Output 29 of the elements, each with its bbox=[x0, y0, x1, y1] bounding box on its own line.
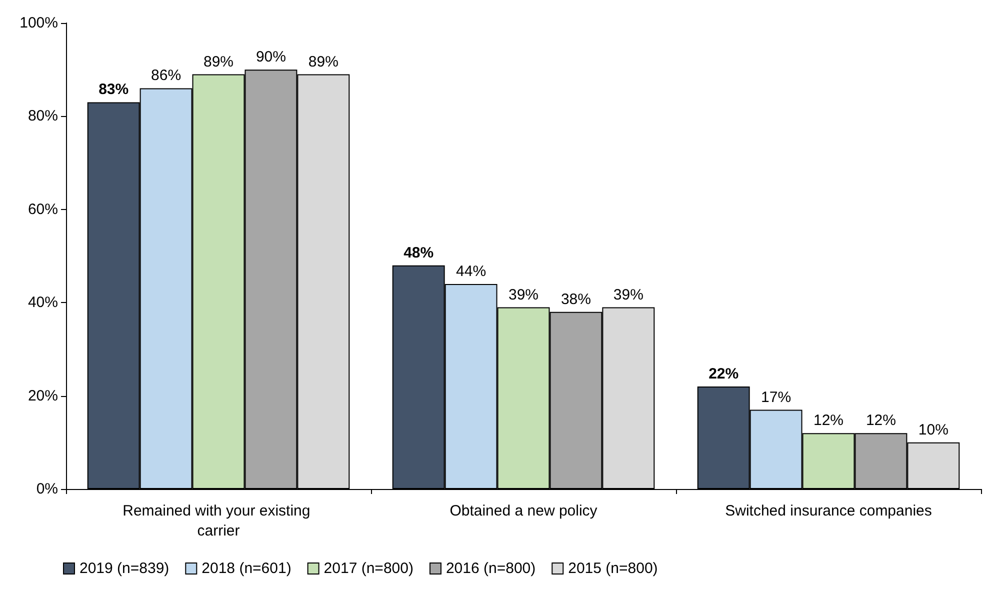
data-label: 12% bbox=[866, 412, 896, 430]
x-tick-label: Remained with your existing carrier bbox=[122, 502, 314, 540]
data-label: 44% bbox=[456, 262, 486, 280]
y-tick-label: 0% bbox=[36, 480, 58, 498]
data-label: 89% bbox=[308, 53, 338, 70]
data-label: 10% bbox=[918, 421, 948, 438]
legend-label: 2015 (n=800) bbox=[568, 560, 658, 577]
y-tick-label: 40% bbox=[28, 294, 58, 312]
y-tick-label: 20% bbox=[28, 387, 58, 404]
data-label: 22% bbox=[708, 365, 739, 382]
data-label: 38% bbox=[560, 290, 591, 308]
data-label: 89% bbox=[203, 53, 234, 70]
y-tick-label: 100% bbox=[20, 14, 58, 32]
data-label: 48% bbox=[404, 244, 434, 262]
data-label: 39% bbox=[613, 286, 644, 304]
legend-label: 2018 (n=601) bbox=[202, 560, 292, 577]
data-label: 12% bbox=[813, 412, 844, 430]
data-label: 17% bbox=[761, 388, 792, 406]
data-label: 39% bbox=[508, 286, 539, 304]
legend-label: 2016 (n=800) bbox=[446, 560, 536, 577]
legend-label: 2019 (n=839) bbox=[80, 560, 170, 577]
y-tick-label: 60% bbox=[28, 200, 58, 218]
legend-label: 2017 (n=800) bbox=[324, 560, 414, 577]
data-label: 90% bbox=[256, 48, 286, 66]
x-tick-label: Switched insurance companies bbox=[725, 502, 932, 520]
y-tick-label: 80% bbox=[28, 108, 58, 125]
data-label: 83% bbox=[98, 81, 129, 98]
x-tick-label: Obtained a new policy bbox=[450, 502, 598, 520]
data-label: 86% bbox=[151, 67, 182, 84]
